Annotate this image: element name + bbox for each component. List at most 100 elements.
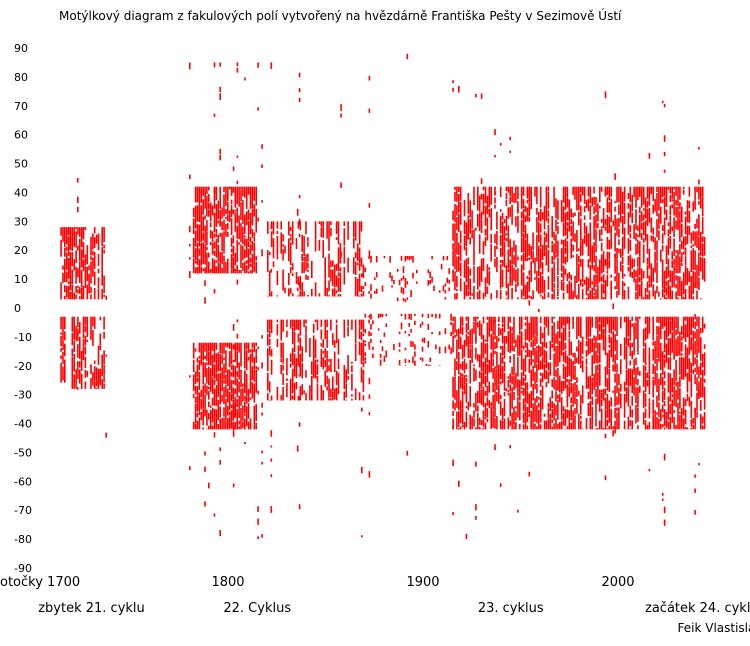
data-point bbox=[620, 384, 622, 392]
data-point bbox=[452, 88, 454, 92]
data-point bbox=[229, 351, 231, 367]
data-point bbox=[468, 332, 470, 335]
data-point bbox=[630, 351, 632, 356]
data-point bbox=[75, 294, 77, 299]
data-point bbox=[292, 320, 294, 328]
data-point bbox=[536, 384, 538, 394]
data-point bbox=[473, 364, 475, 366]
data-point bbox=[363, 333, 365, 336]
data-point bbox=[195, 424, 197, 430]
data-point bbox=[691, 250, 693, 272]
data-point bbox=[322, 357, 324, 369]
data-point bbox=[591, 197, 593, 206]
data-point bbox=[649, 355, 651, 359]
data-point bbox=[517, 207, 519, 213]
data-point bbox=[72, 227, 74, 251]
data-point bbox=[244, 235, 246, 237]
data-point bbox=[489, 267, 491, 270]
data-point bbox=[551, 294, 553, 299]
data-point bbox=[199, 249, 201, 256]
data-point bbox=[569, 331, 571, 338]
data-point bbox=[485, 229, 487, 236]
data-point bbox=[479, 196, 481, 212]
data-point bbox=[72, 357, 74, 377]
data-point bbox=[652, 236, 654, 243]
data-point bbox=[229, 412, 231, 416]
data-point bbox=[666, 281, 668, 286]
data-point bbox=[681, 353, 683, 356]
data-point bbox=[668, 373, 670, 393]
data-point bbox=[521, 238, 523, 253]
data-point bbox=[197, 267, 199, 274]
data-point bbox=[336, 276, 338, 287]
data-point bbox=[485, 206, 487, 226]
data-point bbox=[487, 196, 489, 215]
data-point bbox=[610, 298, 612, 299]
data-point bbox=[641, 281, 643, 300]
data-point bbox=[692, 331, 694, 342]
data-point bbox=[290, 227, 292, 231]
data-point bbox=[456, 257, 458, 273]
data-point bbox=[700, 337, 702, 361]
data-point bbox=[586, 317, 588, 340]
data-point bbox=[246, 265, 248, 273]
data-point bbox=[94, 361, 96, 364]
data-point bbox=[527, 391, 529, 404]
data-point bbox=[296, 382, 298, 389]
data-point bbox=[536, 426, 538, 429]
data-point bbox=[254, 343, 256, 352]
data-point bbox=[311, 361, 313, 374]
data-point bbox=[647, 209, 649, 227]
data-point bbox=[98, 288, 100, 299]
data-point bbox=[584, 206, 586, 212]
data-point bbox=[496, 246, 498, 250]
data-point bbox=[269, 339, 271, 345]
data-point bbox=[189, 244, 191, 247]
data-point bbox=[201, 412, 203, 420]
data-point bbox=[530, 261, 532, 282]
data-point bbox=[85, 336, 87, 346]
data-point bbox=[523, 233, 525, 252]
data-point bbox=[489, 360, 491, 373]
data-point bbox=[618, 228, 620, 237]
data-point bbox=[555, 418, 557, 429]
data-point bbox=[332, 333, 334, 345]
data-point bbox=[197, 396, 199, 411]
data-point bbox=[204, 297, 206, 304]
data-point bbox=[513, 336, 515, 344]
data-point bbox=[221, 233, 223, 252]
data-point bbox=[204, 501, 206, 506]
data-point bbox=[523, 272, 525, 296]
data-point bbox=[593, 216, 595, 240]
data-point bbox=[649, 291, 651, 300]
data-point bbox=[460, 373, 462, 389]
data-point bbox=[431, 332, 433, 334]
data-point bbox=[299, 364, 301, 367]
data-point bbox=[622, 265, 624, 279]
data-point bbox=[410, 329, 412, 333]
data-point bbox=[66, 271, 68, 282]
data-point bbox=[664, 355, 666, 359]
data-point bbox=[635, 224, 637, 230]
data-point bbox=[384, 333, 386, 337]
data-point bbox=[292, 263, 294, 270]
data-point bbox=[570, 379, 572, 382]
data-point bbox=[490, 402, 492, 406]
data-point bbox=[477, 317, 479, 319]
data-point bbox=[500, 420, 502, 429]
data-point bbox=[269, 292, 271, 296]
data-point bbox=[101, 379, 103, 389]
data-point bbox=[288, 273, 290, 285]
data-point bbox=[288, 238, 290, 261]
data-point bbox=[462, 345, 464, 359]
data-point bbox=[280, 359, 282, 363]
data-point bbox=[351, 374, 353, 391]
data-point bbox=[422, 347, 424, 352]
data-point bbox=[631, 259, 633, 269]
data-point bbox=[79, 369, 81, 383]
data-point bbox=[609, 426, 611, 429]
data-point bbox=[193, 343, 195, 359]
data-point bbox=[668, 238, 670, 255]
data-point bbox=[679, 357, 681, 375]
data-point bbox=[694, 357, 696, 364]
